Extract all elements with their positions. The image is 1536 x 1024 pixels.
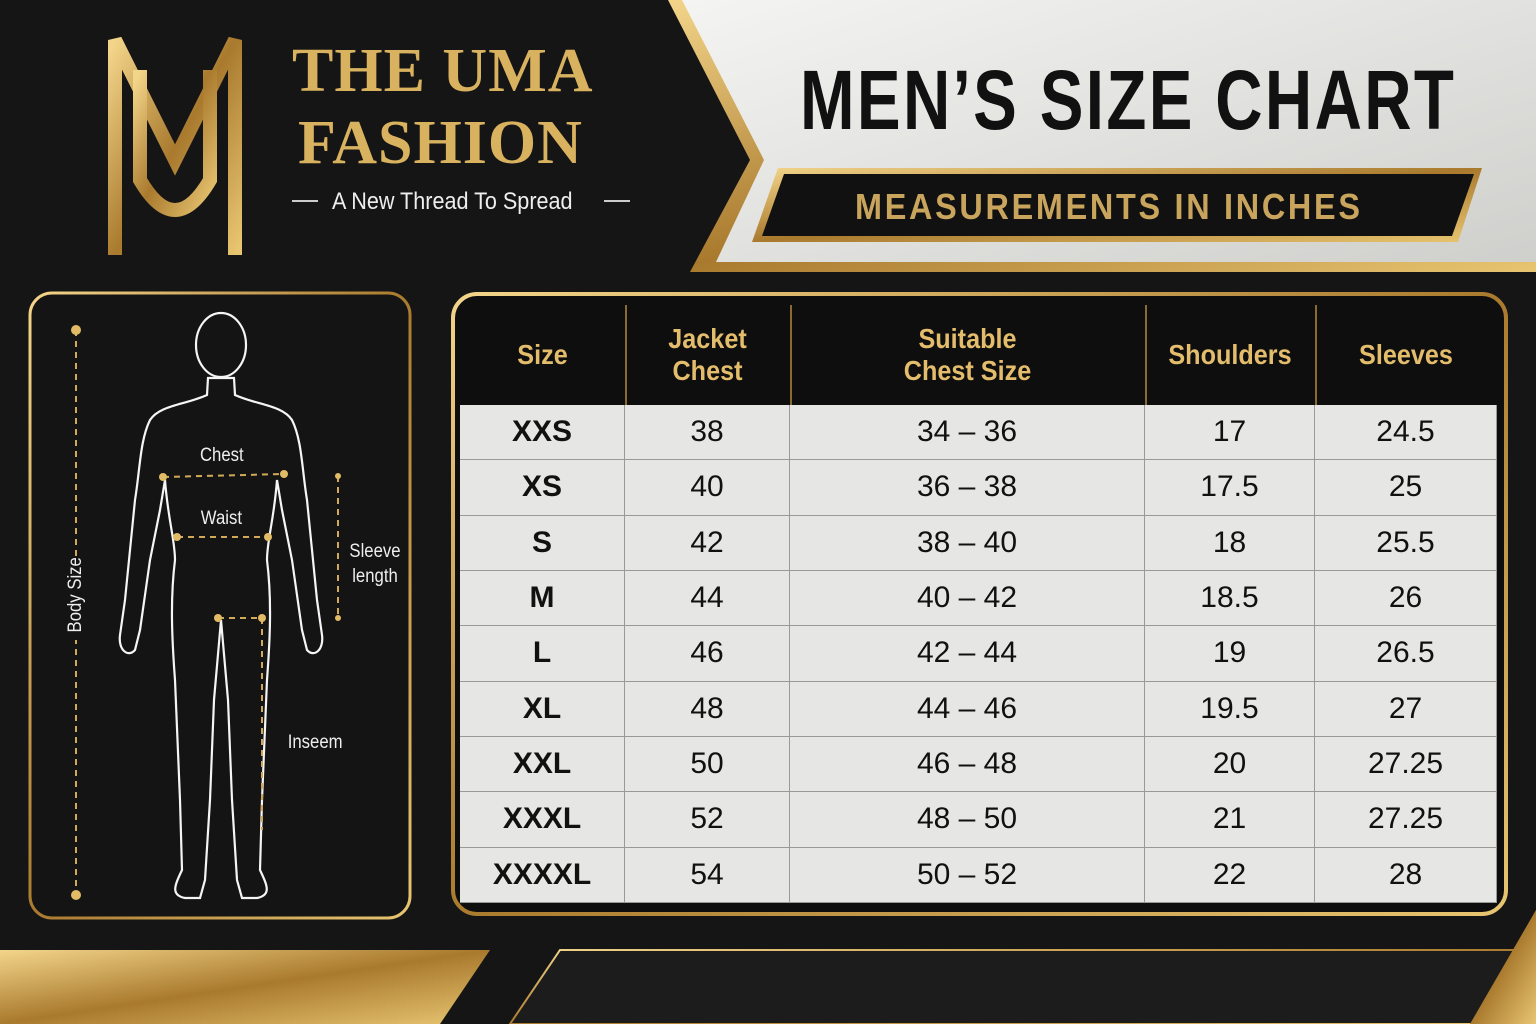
table-cell: 40 – 42 [790, 571, 1145, 627]
body-size-label: Body Size [65, 557, 86, 633]
table-cell: 40 [625, 460, 790, 516]
waist-label: Waist [200, 508, 242, 529]
table-cell: 52 [625, 792, 790, 848]
table-cell: 48 [625, 681, 790, 737]
table-cell: 54 [625, 847, 790, 903]
table-cell: 22 [1145, 847, 1315, 903]
table-cell: 50 – 52 [790, 847, 1145, 903]
column-divider [1145, 305, 1147, 405]
table-cell: 20 [1145, 737, 1315, 793]
sleeve-label: Sleeve length [349, 541, 401, 587]
inseam-label: Inseem [287, 732, 343, 753]
subtitle: MEASUREMENTS IN INCHES [855, 186, 1363, 227]
column-divider [1315, 305, 1317, 405]
table-cell: 42 – 44 [790, 626, 1145, 682]
table-cell: 24.5 [1315, 405, 1497, 461]
table-cell: 18.5 [1145, 571, 1315, 627]
title: MEN’S SIZE CHART [800, 53, 1457, 147]
table-cell: 21 [1145, 792, 1315, 848]
table-cell: 27.25 [1315, 737, 1497, 793]
table-cell: 36 – 38 [790, 460, 1145, 516]
table-cell: XXXXL [460, 847, 625, 903]
table-cell: 38 [625, 405, 790, 461]
brand-name: FASHION [298, 109, 583, 177]
table-cell: M [460, 571, 625, 627]
column-divider [790, 305, 792, 405]
brand-name: THE UMA [292, 37, 594, 105]
column-header: Size [517, 338, 568, 370]
chest-label: Chest [199, 445, 244, 466]
table-cell: XS [460, 460, 625, 516]
table-cell: 28 [1315, 847, 1497, 903]
table-cell: 46 – 48 [790, 737, 1145, 793]
table-cell: 46 [625, 626, 790, 682]
tagline: A New Thread To Spread [332, 188, 573, 215]
table-cell: S [460, 515, 625, 571]
table-cell: XXS [460, 405, 625, 461]
table-cell: 50 [625, 737, 790, 793]
table-cell: 17.5 [1145, 460, 1315, 516]
column-header: Jacket Chest [668, 322, 747, 386]
column-header: Suitable Chest Size [903, 322, 1032, 386]
table-cell: 27 [1315, 681, 1497, 737]
table-cell: 44 [625, 571, 790, 627]
column-divider [625, 305, 627, 405]
column-header: Sleeves [1359, 338, 1453, 370]
table-cell: 34 – 36 [790, 405, 1145, 461]
table-cell: 26.5 [1315, 626, 1497, 682]
table-cell: L [460, 626, 625, 682]
table-cell: XXXL [460, 792, 625, 848]
table-cell: XL [460, 681, 625, 737]
column-header: Shoulders [1168, 338, 1292, 370]
table-cell: 48 – 50 [790, 792, 1145, 848]
table-cell: 25.5 [1315, 515, 1497, 571]
table-cell: 27.25 [1315, 792, 1497, 848]
table-cell: XXL [460, 737, 625, 793]
table-cell: 19 [1145, 626, 1315, 682]
table-cell: 25 [1315, 460, 1497, 516]
table-cell: 26 [1315, 571, 1497, 627]
table-cell: 42 [625, 515, 790, 571]
table-cell: 44 – 46 [790, 681, 1145, 737]
table-cell: 38 – 40 [790, 515, 1145, 571]
table-cell: 19.5 [1145, 681, 1315, 737]
table-cell: 18 [1145, 515, 1315, 571]
table-cell: 17 [1145, 405, 1315, 461]
